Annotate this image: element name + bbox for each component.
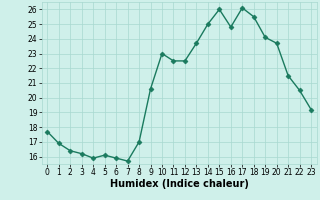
X-axis label: Humidex (Indice chaleur): Humidex (Indice chaleur) bbox=[110, 179, 249, 189]
